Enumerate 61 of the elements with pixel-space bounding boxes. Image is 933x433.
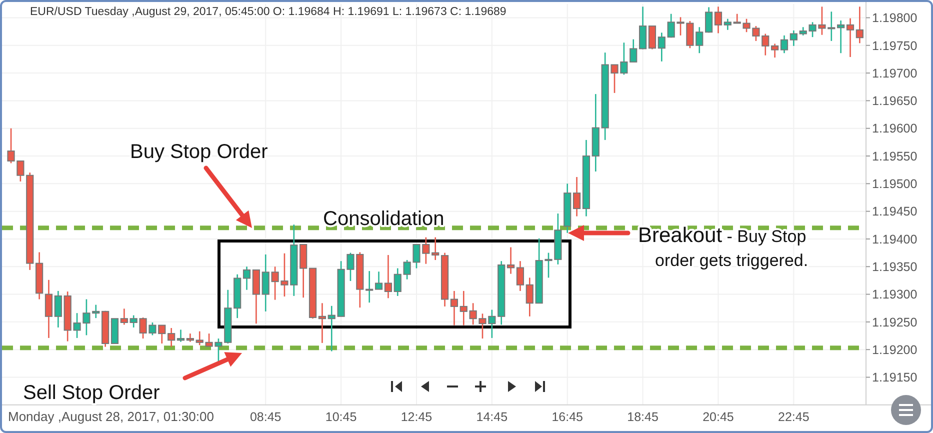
candlestick [328, 305, 336, 352]
chart-title: EUR/USD Tuesday ,August 29, 2017, 05:45:00 O: 1.19684 H: 1.19691 L: 1.19673 C: 1.19689 [30, 6, 506, 18]
candlestick [318, 302, 326, 344]
candlestick [300, 244, 308, 298]
x-tick-label: 14:45 [476, 410, 508, 424]
candlestick [771, 43, 779, 58]
candlestick [705, 6, 713, 34]
candlestick [639, 6, 647, 50]
y-tick-label: 1.19200 [872, 342, 918, 357]
candlestick [54, 290, 62, 328]
candlestick [120, 308, 128, 326]
annotation: Consolidation [323, 208, 444, 230]
candlestick [658, 32, 666, 62]
candlestick [460, 290, 468, 326]
candlestick [837, 20, 845, 54]
y-tick-label: 1.19800 [872, 11, 918, 26]
y-tick-label: 1.19750 [872, 38, 918, 53]
candlestick [450, 290, 458, 326]
candlestick [572, 176, 581, 217]
x-tick-label: 20:45 [702, 410, 734, 424]
candlestick [176, 329, 185, 342]
y-tick-label: 1.19250 [872, 315, 918, 330]
x-tick-label: 22:45 [778, 410, 810, 424]
candlestick [724, 18, 732, 31]
x-tick-label: 08:45 [250, 410, 282, 424]
candlestick [780, 34, 788, 54]
candlestick [432, 236, 440, 261]
candlestick [648, 25, 656, 50]
annotation: Buy Stop Order [130, 141, 268, 163]
candlestick [168, 327, 176, 348]
y-tick-label: 1.19300 [872, 288, 918, 302]
candlestick [630, 38, 638, 63]
candlestick [846, 18, 854, 58]
candlestick [366, 270, 374, 304]
candlestick [516, 260, 524, 292]
annotation: Breakout - Buy Stop order gets triggered. [638, 224, 808, 270]
candlestick [242, 266, 251, 291]
y-tick-label: 1.19650 [872, 94, 918, 108]
x-tick-label: 16:45 [552, 410, 584, 424]
y-tick-label: 1.19600 [872, 122, 918, 136]
y-tick-label: 1.19700 [872, 66, 918, 80]
x-tick-label: 10:45 [325, 410, 357, 424]
y-tick-label: 1.19500 [872, 177, 918, 192]
y-tick-label: 1.19450 [872, 204, 918, 219]
candlestick [856, 6, 864, 44]
candlestick [714, 6, 722, 34]
text: Monday ,August 28, 2017, 01:30:00 [8, 409, 214, 424]
candlestick [506, 246, 515, 274]
y-tick-label: 1.19550 [872, 149, 918, 164]
candlestick [394, 268, 402, 297]
x-tick-label: 12:45 [400, 410, 432, 424]
y-tick-label: 1.19400 [872, 232, 918, 246]
x-tick-label: 18:45 [627, 410, 658, 424]
y-tick-label: 1.19350 [872, 260, 918, 274]
y-tick-label: 1.19150 [872, 370, 918, 385]
candlestick [44, 279, 53, 339]
annotation: Sell Stop Order [23, 382, 160, 404]
candlestick [384, 254, 392, 299]
candlestick [374, 270, 383, 290]
candlestick [790, 30, 798, 47]
candlestick [526, 277, 534, 318]
